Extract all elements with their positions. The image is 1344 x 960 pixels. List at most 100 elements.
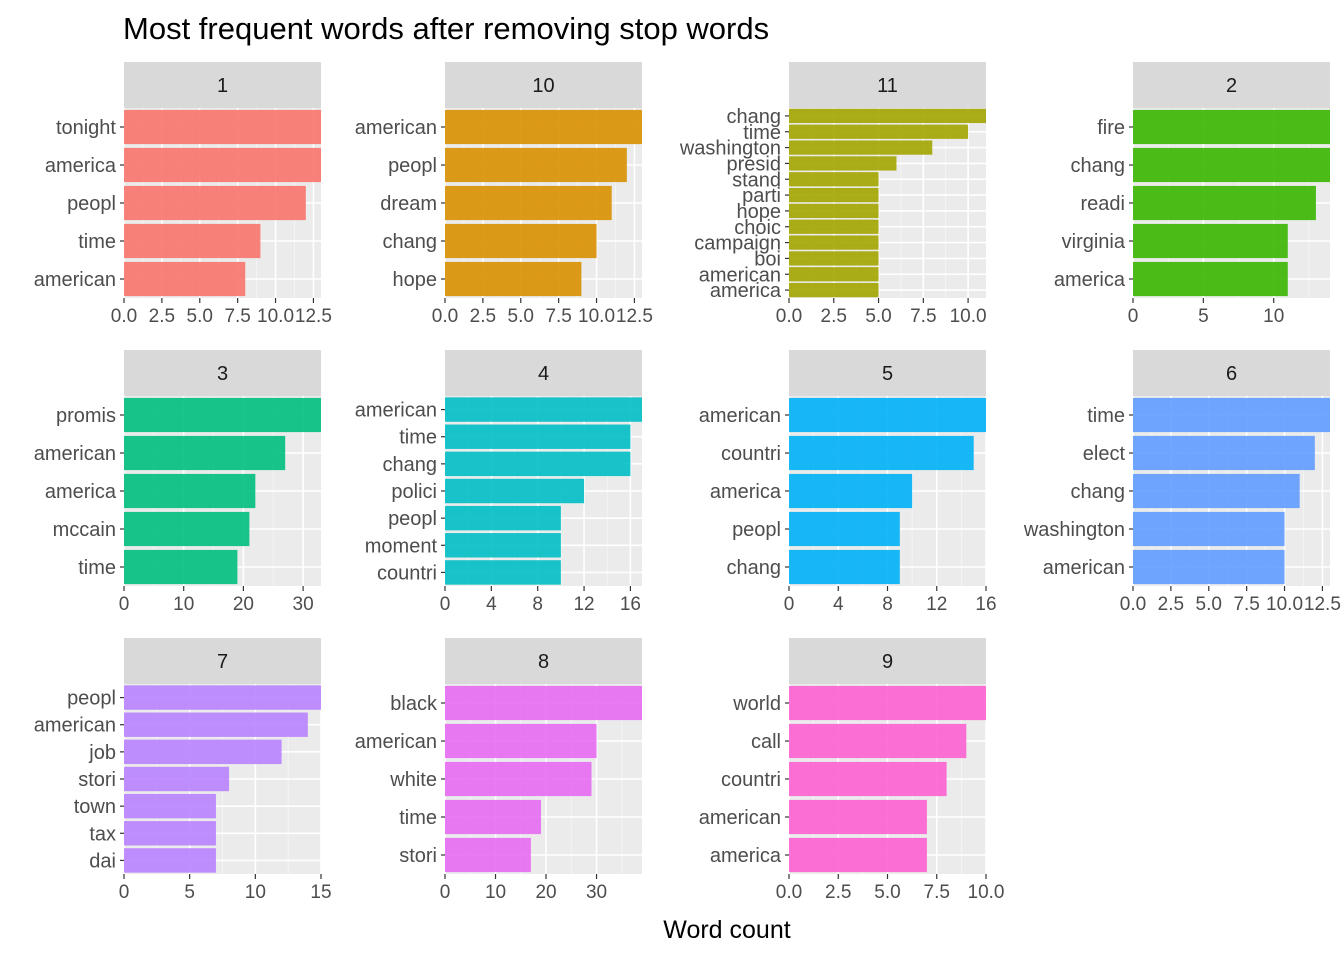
chart-title: Most frequent words after removing stop … <box>123 11 769 46</box>
y-tick-label: countri <box>721 769 781 791</box>
facet-strip-label: 5 <box>882 363 893 385</box>
bar <box>789 761 947 797</box>
x-tick-label: 0 <box>440 882 451 903</box>
bar <box>445 505 561 531</box>
facet-strip <box>445 62 642 108</box>
y-tick-label: stori <box>399 845 437 867</box>
y-tick-label: black <box>390 693 438 715</box>
bar <box>1133 435 1315 471</box>
facet-strip <box>445 638 642 684</box>
x-tick-label: 8 <box>532 594 543 615</box>
y-tick-label: american <box>34 269 116 291</box>
bar <box>445 837 531 873</box>
y-tick-label: tax <box>89 823 116 845</box>
x-tick-label: 7.5 <box>224 306 250 327</box>
y-tick-label: time <box>78 557 116 579</box>
y-tick-label: american <box>34 443 116 465</box>
x-tick-label: 4 <box>486 594 497 615</box>
facet-strip-label: 8 <box>538 651 549 673</box>
bar <box>789 156 897 171</box>
y-tick-label: washington <box>679 138 781 160</box>
bar <box>124 397 321 433</box>
x-tick-label: 2.5 <box>149 306 175 327</box>
facet-panels: 1 tonight america peopl time american 0.0 2.5 5.… <box>34 62 1341 903</box>
x-tick-label: 10.0 <box>950 306 987 327</box>
y-tick-label: mccain <box>53 519 116 541</box>
y-tick-label: promis <box>56 405 116 427</box>
x-tick-label: 5.0 <box>187 306 213 327</box>
bar <box>789 187 879 203</box>
bar <box>789 549 900 585</box>
bar <box>445 397 642 422</box>
bar <box>445 185 612 221</box>
x-tick-label: 30 <box>586 882 607 903</box>
facet-strip-label: 10 <box>532 75 554 97</box>
bar <box>124 223 261 259</box>
x-tick-label: 0.0 <box>776 882 802 903</box>
x-tick-label: 10 <box>1263 306 1284 327</box>
y-tick-label: world <box>732 693 781 715</box>
bar <box>789 251 879 266</box>
y-tick-label: american <box>699 405 781 427</box>
x-tick-label: 0.0 <box>1120 594 1146 615</box>
bar <box>789 397 986 433</box>
y-tick-label: presid <box>727 153 781 175</box>
bar <box>124 766 230 792</box>
bar <box>789 799 927 835</box>
x-tick-label: 12 <box>926 594 947 615</box>
x-tick-label: 10.0 <box>578 306 615 327</box>
facet-strip <box>789 350 986 396</box>
facet-strip <box>445 350 642 396</box>
x-tick-label: 5.0 <box>1196 594 1222 615</box>
x-tick-label: 15 <box>310 882 331 903</box>
x-tick-label: 20 <box>535 882 556 903</box>
y-tick-label: hope <box>737 201 782 223</box>
bar <box>445 685 642 721</box>
facet-strip <box>124 62 321 108</box>
x-tick-label: 10 <box>173 594 194 615</box>
y-tick-label: peopl <box>388 508 437 530</box>
bar <box>789 435 974 471</box>
facet-strip-label: 11 <box>877 75 898 97</box>
x-tick-label: 7.5 <box>1233 594 1259 615</box>
y-tick-label: stand <box>732 169 781 191</box>
x-tick-label: 10.0 <box>257 306 294 327</box>
bar <box>1133 147 1330 183</box>
y-tick-label: time <box>78 231 116 253</box>
facet-strip <box>124 350 321 396</box>
y-tick-label: call <box>751 731 781 753</box>
facet-strip <box>789 62 986 108</box>
y-tick-label: america <box>1054 269 1126 291</box>
bar <box>789 108 986 124</box>
bar <box>124 511 250 547</box>
y-tick-label: white <box>389 769 437 791</box>
y-tick-label: peopl <box>388 155 437 177</box>
x-tick-label: 2.5 <box>821 306 847 327</box>
bar <box>1133 511 1285 547</box>
bar <box>445 723 597 759</box>
facet-strip-label: 7 <box>217 651 228 673</box>
facet-strip-label: 3 <box>217 363 228 385</box>
y-tick-label: peopl <box>67 193 116 215</box>
bar <box>789 140 933 155</box>
facet-strip-label: 1 <box>217 75 228 97</box>
y-tick-label: america <box>45 155 117 177</box>
x-tick-label: 5.0 <box>874 882 900 903</box>
y-tick-label: washington <box>1023 519 1125 541</box>
x-tick-label: 0 <box>119 594 130 615</box>
facet-strip-label: 9 <box>882 651 893 673</box>
x-tick-label: 10 <box>485 882 506 903</box>
y-tick-label: america <box>710 845 782 867</box>
x-axis-title: Word count <box>663 916 790 944</box>
y-tick-label: chang <box>1071 155 1126 177</box>
y-tick-label: american <box>699 264 781 286</box>
x-tick-label: 12 <box>573 594 594 615</box>
bar <box>124 685 321 710</box>
y-tick-label: time <box>1087 405 1125 427</box>
x-tick-label: 20 <box>233 594 254 615</box>
bar <box>1133 397 1330 433</box>
x-tick-label: 16 <box>975 594 996 615</box>
